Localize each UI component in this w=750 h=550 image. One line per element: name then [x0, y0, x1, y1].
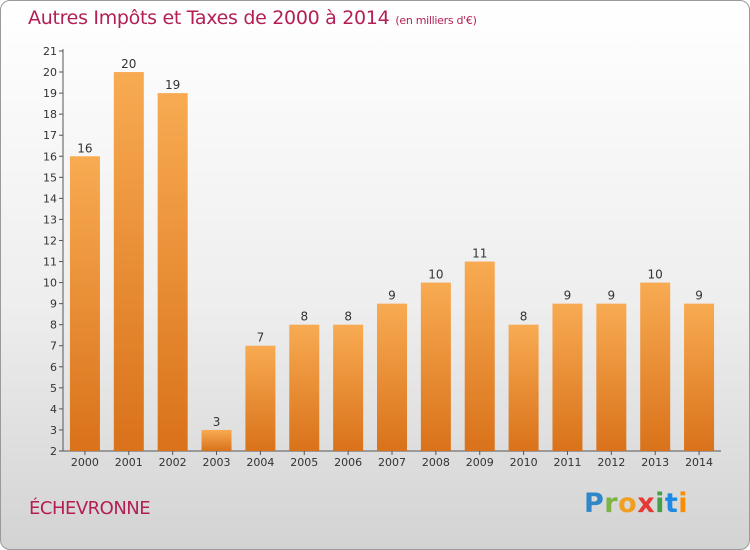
data-label: 8: [520, 310, 528, 324]
location-name: ÉCHEVRONNE: [29, 498, 151, 519]
x-tick-label: 2007: [378, 456, 406, 469]
y-tick-label: 3: [50, 424, 57, 437]
x-tick-label: 2009: [466, 456, 494, 469]
data-label: 11: [472, 247, 487, 261]
y-tick-label: 20: [43, 66, 57, 79]
x-tick-label: 2011: [553, 456, 581, 469]
y-tick-label: 9: [50, 298, 57, 311]
x-tick-label: 2004: [246, 456, 274, 469]
chart-unit: (en milliers d'€): [395, 14, 477, 27]
y-tick-label: 18: [43, 108, 57, 121]
y-tick-label: 16: [43, 150, 57, 163]
data-label: 20: [121, 57, 136, 71]
x-tick-label: 2008: [422, 456, 450, 469]
data-label: 16: [77, 141, 92, 155]
bar-2001: [113, 72, 144, 451]
data-label: 7: [257, 331, 265, 345]
y-tick-label: 4: [50, 403, 57, 416]
y-tick-label: 19: [43, 87, 57, 100]
x-tick-label: 2006: [334, 456, 362, 469]
chart-title: Autres Impôts et Taxes de 2000 à 2014 (en…: [28, 7, 477, 29]
x-tick-label: 2001: [115, 456, 143, 469]
bar-2003: [201, 429, 232, 451]
y-tick-label: 10: [43, 277, 57, 290]
proxiti-logo[interactable]: Proxiti: [584, 488, 689, 519]
data-label: 9: [564, 289, 572, 303]
y-tick-label: 7: [50, 340, 57, 353]
x-tick-label: 2003: [203, 456, 231, 469]
y-tick-label: 13: [43, 213, 57, 226]
bar-2009: [464, 261, 495, 451]
y-tick-label: 21: [43, 45, 57, 58]
data-label: 8: [344, 310, 352, 324]
data-label: 10: [428, 268, 443, 282]
y-tick-label: 12: [43, 234, 57, 247]
bar-2012: [596, 303, 627, 451]
bar-2010: [508, 324, 539, 451]
data-label: 19: [165, 78, 180, 92]
chart-title-text: Autres Impôts et Taxes de 2000 à 2014: [28, 7, 390, 29]
x-tick-label: 2002: [159, 456, 187, 469]
x-tick-label: 2013: [641, 456, 669, 469]
bar-2008: [420, 282, 451, 451]
data-label: 10: [648, 268, 663, 282]
bar-2000: [69, 156, 100, 451]
bar-2006: [333, 324, 364, 451]
y-tick-label: 2: [50, 445, 57, 458]
bars: [69, 72, 715, 452]
bar-2007: [377, 303, 407, 451]
bar-2004: [245, 345, 276, 451]
x-tick-label: 2010: [510, 456, 538, 469]
bar-2005: [289, 324, 320, 451]
y-tick-label: 11: [43, 256, 57, 269]
bar-2002: [157, 93, 188, 452]
y-tick-label: 5: [50, 382, 57, 395]
data-label: 9: [388, 289, 396, 303]
x-tick-label: 2014: [685, 456, 713, 469]
x-tick-label: 2005: [290, 456, 318, 469]
data-label: 9: [608, 289, 616, 303]
x-tick-label: 2012: [597, 456, 625, 469]
x-tick-label: 2000: [71, 456, 99, 469]
y-tick-label: 15: [43, 171, 57, 184]
bar-2013: [640, 282, 671, 451]
y-tick-label: 14: [43, 192, 57, 205]
y-tick-label: 17: [43, 129, 57, 142]
data-label: 9: [695, 289, 703, 303]
data-labels: 16 20 19 3 7 8 8 9 10 11 8 9 9 10 9: [77, 57, 703, 429]
bar-2014: [684, 303, 715, 451]
bar-2011: [552, 303, 583, 451]
y-tick-label: 8: [50, 319, 57, 332]
data-label: 8: [300, 310, 308, 324]
y-tick-label: 6: [50, 361, 57, 374]
data-label: 3: [213, 415, 221, 429]
